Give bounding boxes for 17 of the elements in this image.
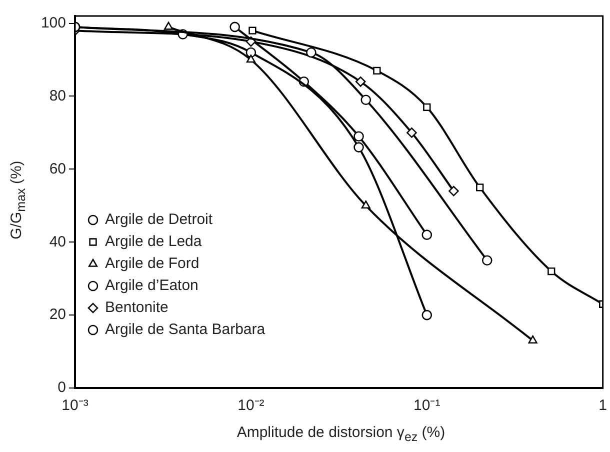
y-tick-label: 100 <box>40 14 66 32</box>
y-tick-label: 60 <box>49 160 66 178</box>
legend-label: Argile de Santa Barbara <box>105 321 266 338</box>
legend-label: Bentonite <box>105 299 168 316</box>
x-tick-label: 10⁻³ <box>62 397 88 414</box>
y-tick-label: 0 <box>58 379 66 396</box>
x-tick-label: 10⁻² <box>238 397 264 414</box>
y-tick-label: 20 <box>49 306 66 324</box>
legend-label: Argile de Ford <box>105 255 200 272</box>
legend-label: Argile de Leda <box>105 233 202 250</box>
x-tick-label: 1 <box>598 397 607 414</box>
legend-label: Argile de Detroit <box>105 211 214 228</box>
x-tick-label: 10⁻¹ <box>414 397 440 414</box>
legend-label: Argile d’Eaton <box>105 277 198 294</box>
y-tick-label: 40 <box>49 233 66 250</box>
x-axis-title: Amplitude de distorsion γ$_{ez}$ (%) <box>236 424 446 444</box>
y-tick-label: 80 <box>49 87 66 104</box>
